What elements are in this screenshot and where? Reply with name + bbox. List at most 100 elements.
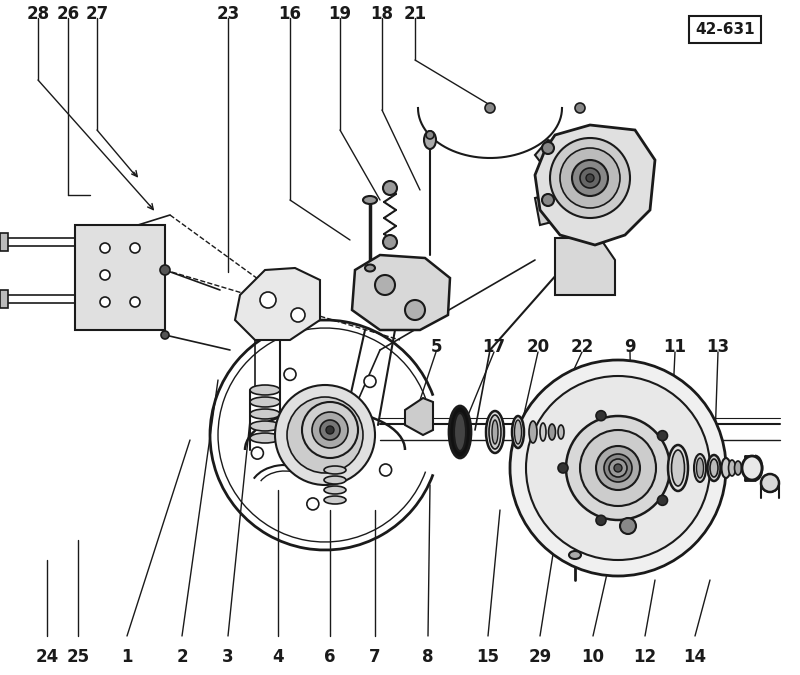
Ellipse shape [742, 456, 762, 480]
Text: 9: 9 [624, 338, 636, 356]
Text: 16: 16 [278, 5, 302, 23]
Polygon shape [352, 255, 450, 330]
Ellipse shape [694, 454, 706, 482]
Text: 21: 21 [403, 5, 426, 23]
Circle shape [260, 292, 276, 308]
Circle shape [405, 300, 425, 320]
Circle shape [614, 464, 622, 472]
Circle shape [364, 375, 376, 387]
Circle shape [275, 385, 375, 485]
Circle shape [302, 402, 358, 458]
Text: 22: 22 [570, 338, 594, 356]
Ellipse shape [363, 196, 377, 204]
Ellipse shape [569, 551, 581, 559]
Circle shape [604, 454, 632, 482]
Text: 42-631: 42-631 [695, 22, 755, 37]
Text: 18: 18 [370, 5, 394, 23]
Circle shape [326, 426, 334, 434]
Circle shape [287, 397, 363, 473]
Circle shape [320, 420, 340, 440]
Circle shape [550, 138, 630, 218]
Circle shape [526, 376, 710, 560]
Text: 27: 27 [86, 5, 109, 23]
Text: 26: 26 [57, 5, 79, 23]
Text: 13: 13 [706, 338, 730, 356]
Polygon shape [405, 398, 433, 435]
Ellipse shape [529, 421, 537, 443]
Circle shape [558, 463, 568, 473]
Circle shape [560, 148, 620, 208]
Text: 6: 6 [324, 648, 336, 666]
Ellipse shape [426, 131, 434, 139]
Circle shape [291, 308, 305, 322]
Circle shape [312, 412, 348, 448]
Circle shape [658, 495, 667, 506]
Circle shape [375, 275, 395, 295]
Text: 23: 23 [216, 5, 240, 23]
Circle shape [251, 447, 263, 459]
Circle shape [100, 270, 110, 280]
Ellipse shape [729, 460, 735, 476]
Ellipse shape [707, 455, 721, 481]
Circle shape [658, 431, 667, 441]
Circle shape [566, 416, 670, 520]
Text: 24: 24 [35, 648, 58, 666]
Ellipse shape [486, 411, 504, 453]
Circle shape [580, 430, 656, 506]
Circle shape [542, 194, 554, 206]
Ellipse shape [734, 461, 742, 475]
Text: 10: 10 [582, 648, 605, 666]
Ellipse shape [324, 466, 346, 474]
Polygon shape [555, 238, 615, 295]
Text: 3: 3 [222, 648, 234, 666]
Text: 17: 17 [482, 338, 506, 356]
Polygon shape [535, 125, 655, 245]
Text: 8: 8 [422, 648, 434, 666]
Ellipse shape [558, 425, 564, 439]
Text: 12: 12 [634, 648, 657, 666]
Circle shape [542, 142, 554, 154]
Circle shape [380, 464, 392, 476]
Circle shape [161, 331, 169, 339]
Ellipse shape [454, 413, 466, 451]
Ellipse shape [540, 423, 546, 441]
Text: 29: 29 [528, 648, 552, 666]
Circle shape [284, 369, 296, 381]
Circle shape [100, 297, 110, 307]
Circle shape [307, 498, 319, 510]
Circle shape [575, 103, 585, 113]
Ellipse shape [512, 416, 524, 448]
Ellipse shape [324, 476, 346, 484]
Text: 19: 19 [329, 5, 351, 23]
Ellipse shape [365, 265, 375, 271]
Circle shape [130, 297, 140, 307]
Text: 25: 25 [66, 648, 90, 666]
Circle shape [580, 168, 600, 188]
Polygon shape [535, 140, 562, 172]
Circle shape [596, 515, 606, 525]
Ellipse shape [250, 433, 280, 443]
Circle shape [383, 181, 397, 195]
Text: 15: 15 [477, 648, 499, 666]
Ellipse shape [671, 450, 685, 486]
Circle shape [586, 174, 594, 182]
Circle shape [383, 235, 397, 249]
Text: 1: 1 [122, 648, 133, 666]
Text: 2: 2 [176, 648, 188, 666]
Text: 28: 28 [26, 5, 50, 23]
Polygon shape [235, 268, 320, 340]
Circle shape [305, 415, 345, 455]
Circle shape [609, 459, 627, 477]
Polygon shape [535, 195, 562, 225]
Circle shape [130, 243, 140, 253]
Circle shape [572, 160, 608, 196]
Ellipse shape [489, 415, 501, 449]
Circle shape [100, 243, 110, 253]
Ellipse shape [324, 486, 346, 494]
Ellipse shape [722, 458, 730, 478]
Polygon shape [0, 290, 8, 308]
Ellipse shape [492, 420, 498, 444]
Polygon shape [0, 233, 8, 251]
Circle shape [510, 360, 726, 576]
Text: 14: 14 [683, 648, 706, 666]
